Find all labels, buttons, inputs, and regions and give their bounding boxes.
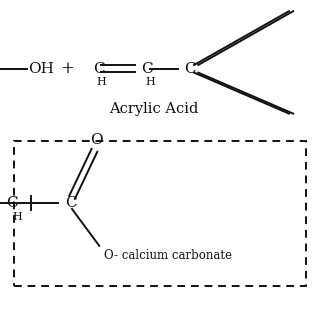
- Text: H: H: [97, 77, 106, 87]
- Text: C: C: [184, 62, 196, 76]
- Text: C: C: [6, 196, 17, 210]
- Bar: [14, 141, 306, 286]
- Text: C: C: [66, 196, 77, 210]
- Text: O- calcium carbonate: O- calcium carbonate: [104, 249, 232, 262]
- Text: H: H: [145, 77, 155, 87]
- Text: C: C: [93, 62, 104, 76]
- Text: H: H: [12, 212, 22, 222]
- Text: Acrylic Acid: Acrylic Acid: [109, 102, 198, 116]
- Text: C: C: [141, 62, 153, 76]
- Text: OH: OH: [28, 62, 54, 76]
- Text: O: O: [90, 133, 103, 147]
- Text: +: +: [60, 60, 74, 77]
